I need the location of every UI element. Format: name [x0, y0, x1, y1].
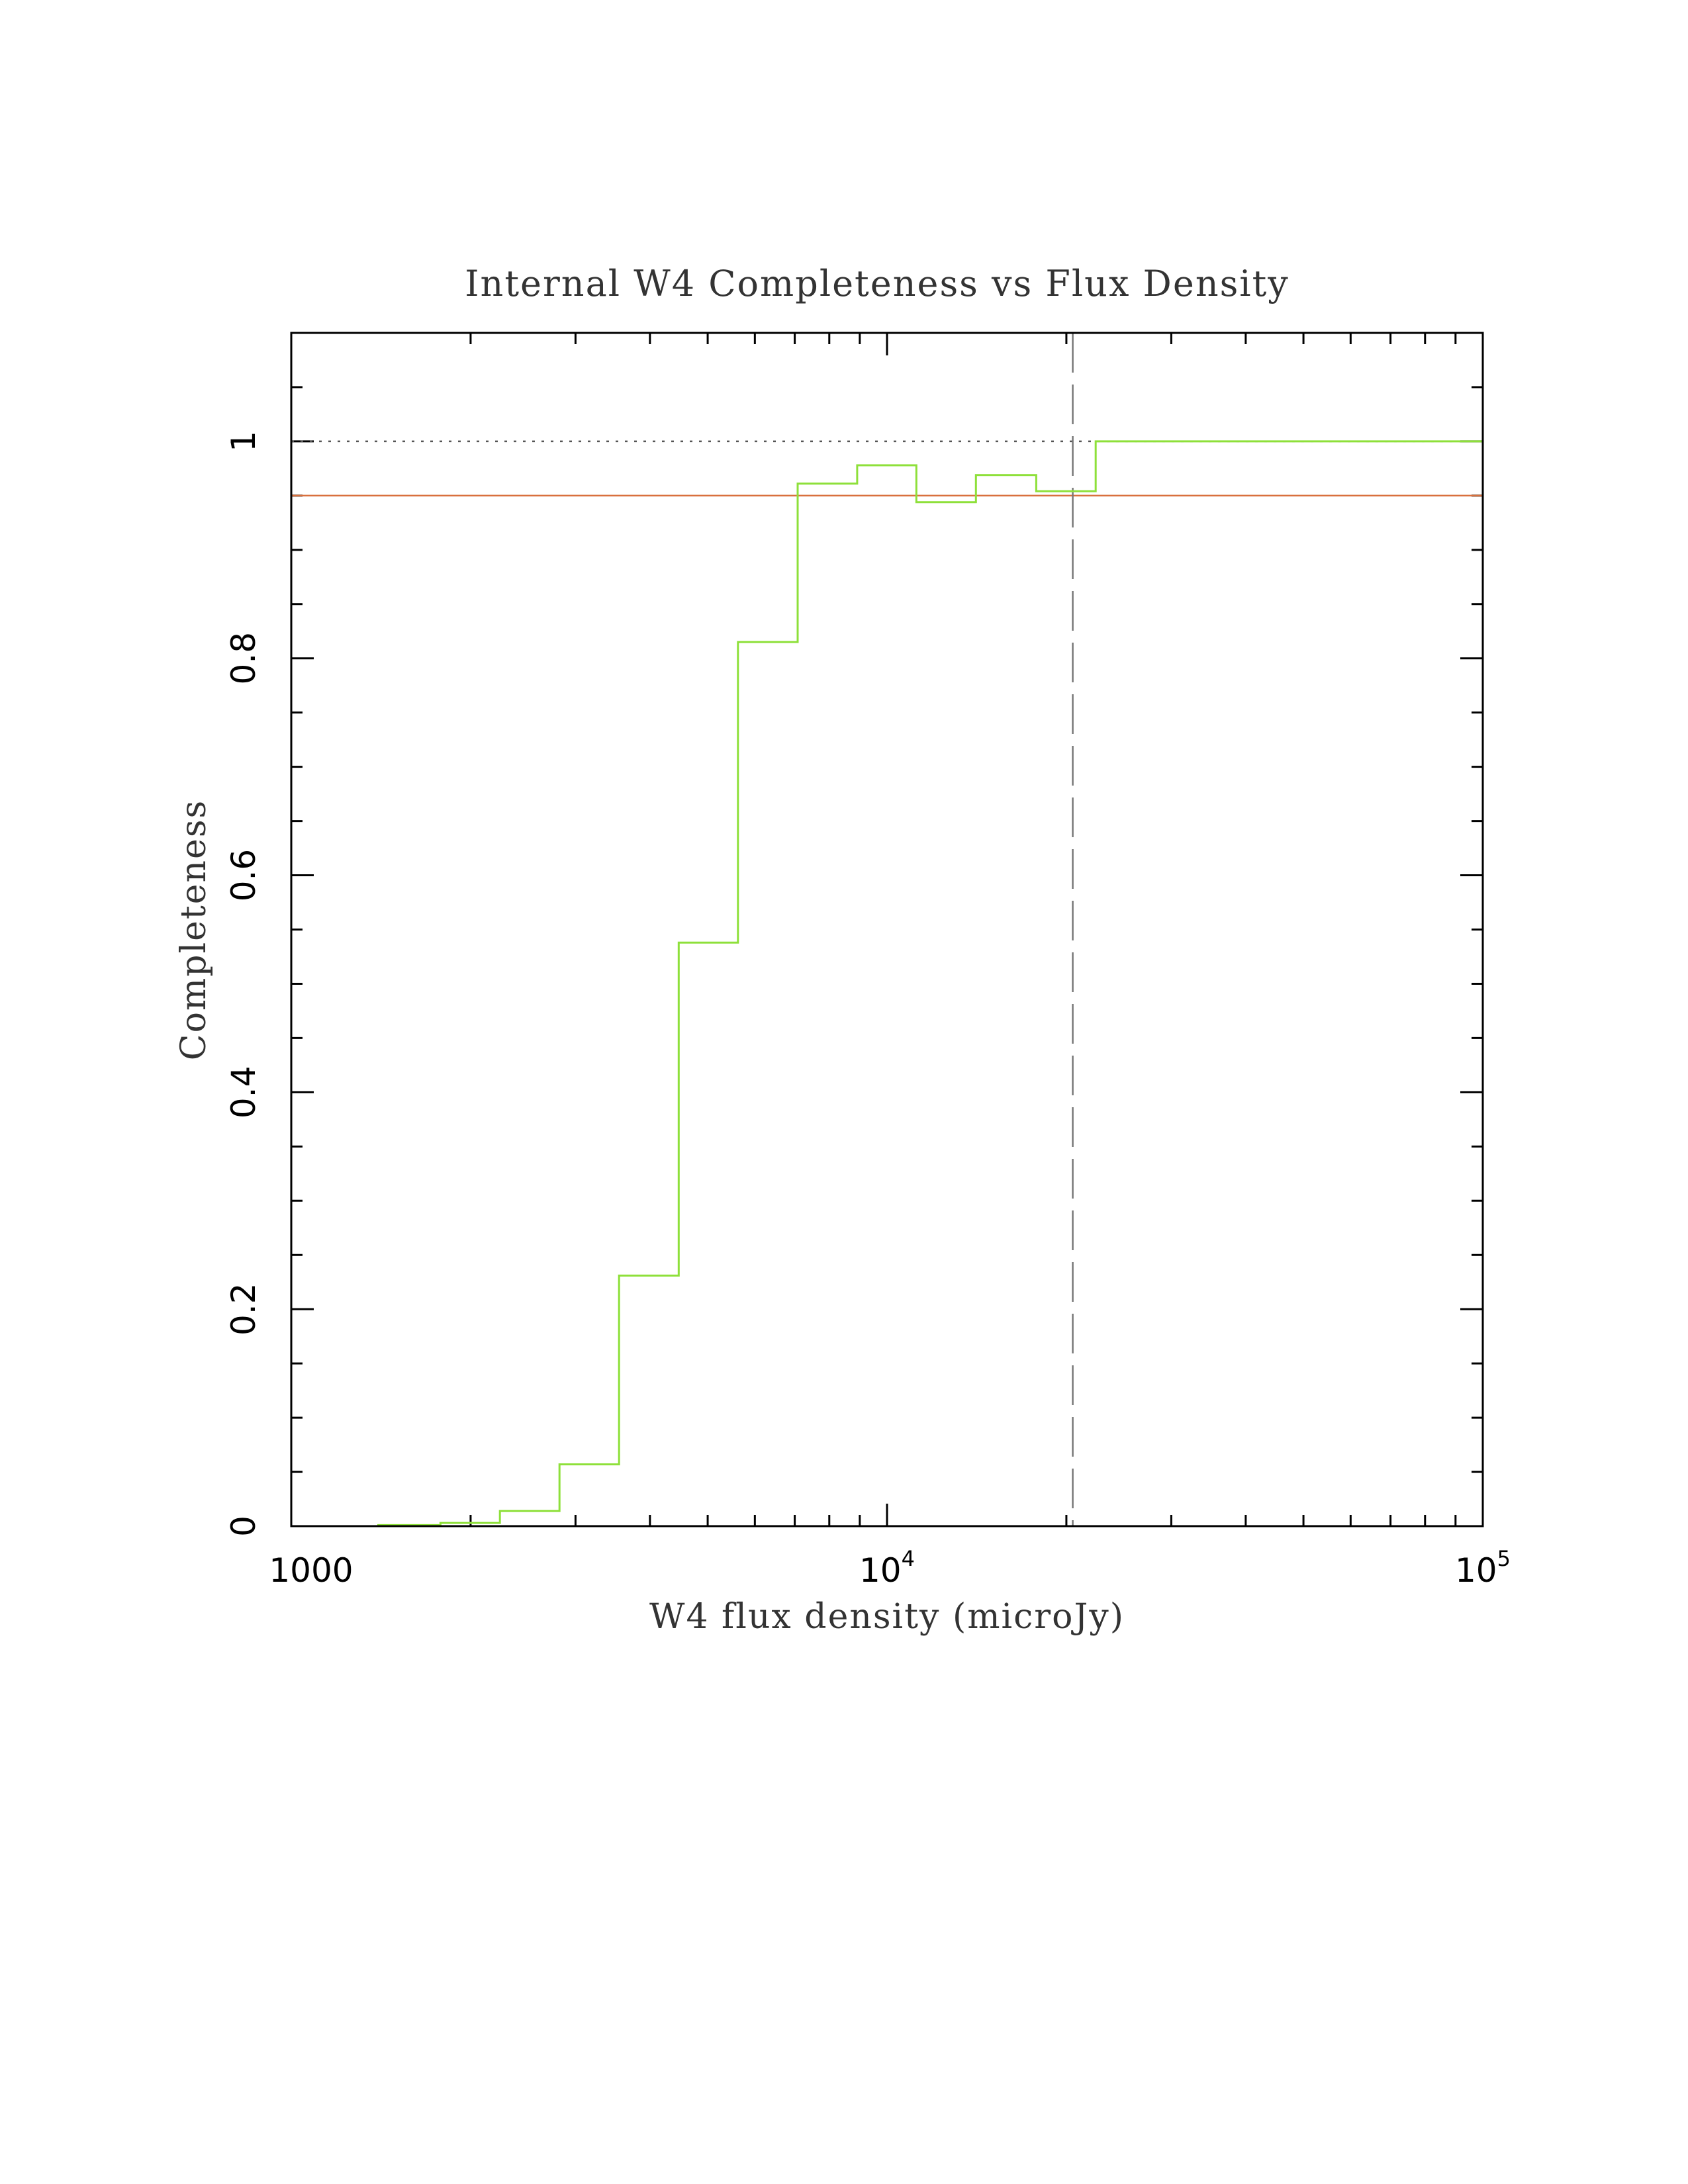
x-tick-label-exponent: 5	[1497, 1546, 1511, 1571]
y-tick-label: 0.6	[224, 849, 263, 902]
series-layer	[291, 440, 1483, 1527]
chart-title: Internal W4 Completeness vs Flux Density	[465, 263, 1289, 304]
plot-frame	[290, 332, 1484, 1527]
completeness-step-line	[291, 440, 1483, 1527]
y-tick-label: 0.2	[224, 1283, 263, 1336]
reference-lines	[291, 333, 1483, 1526]
x-tick-label-exponent: 4	[902, 1546, 915, 1571]
tick-labels-layer: 0 0.2 0.4 0.6 0.8 1 1000 104 105	[224, 431, 1511, 1590]
x-tick-label: 1000	[269, 1551, 353, 1590]
y-tick-label: 0.8	[224, 632, 263, 685]
x-tick-label: 104	[859, 1546, 915, 1590]
x-tick-label: 105	[1455, 1546, 1511, 1590]
y-tick-label: 0	[224, 1516, 263, 1537]
y-tick-label: 0.4	[224, 1066, 263, 1119]
y-axis-label: Completeness	[174, 799, 214, 1060]
x-axis-label: W4 flux density (microJy)	[649, 1597, 1125, 1637]
y-tick-label: 1	[224, 431, 263, 452]
ticks-layer	[290, 332, 1484, 1527]
